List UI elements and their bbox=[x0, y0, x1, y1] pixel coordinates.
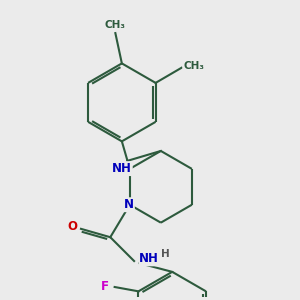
Text: H: H bbox=[161, 249, 170, 259]
Text: CH₃: CH₃ bbox=[183, 61, 204, 70]
Text: O: O bbox=[67, 220, 77, 233]
Text: CH₃: CH₃ bbox=[105, 20, 126, 30]
Text: NH: NH bbox=[112, 162, 132, 175]
Text: NH: NH bbox=[139, 252, 159, 266]
Text: N: N bbox=[124, 198, 134, 211]
Text: F: F bbox=[101, 280, 109, 292]
